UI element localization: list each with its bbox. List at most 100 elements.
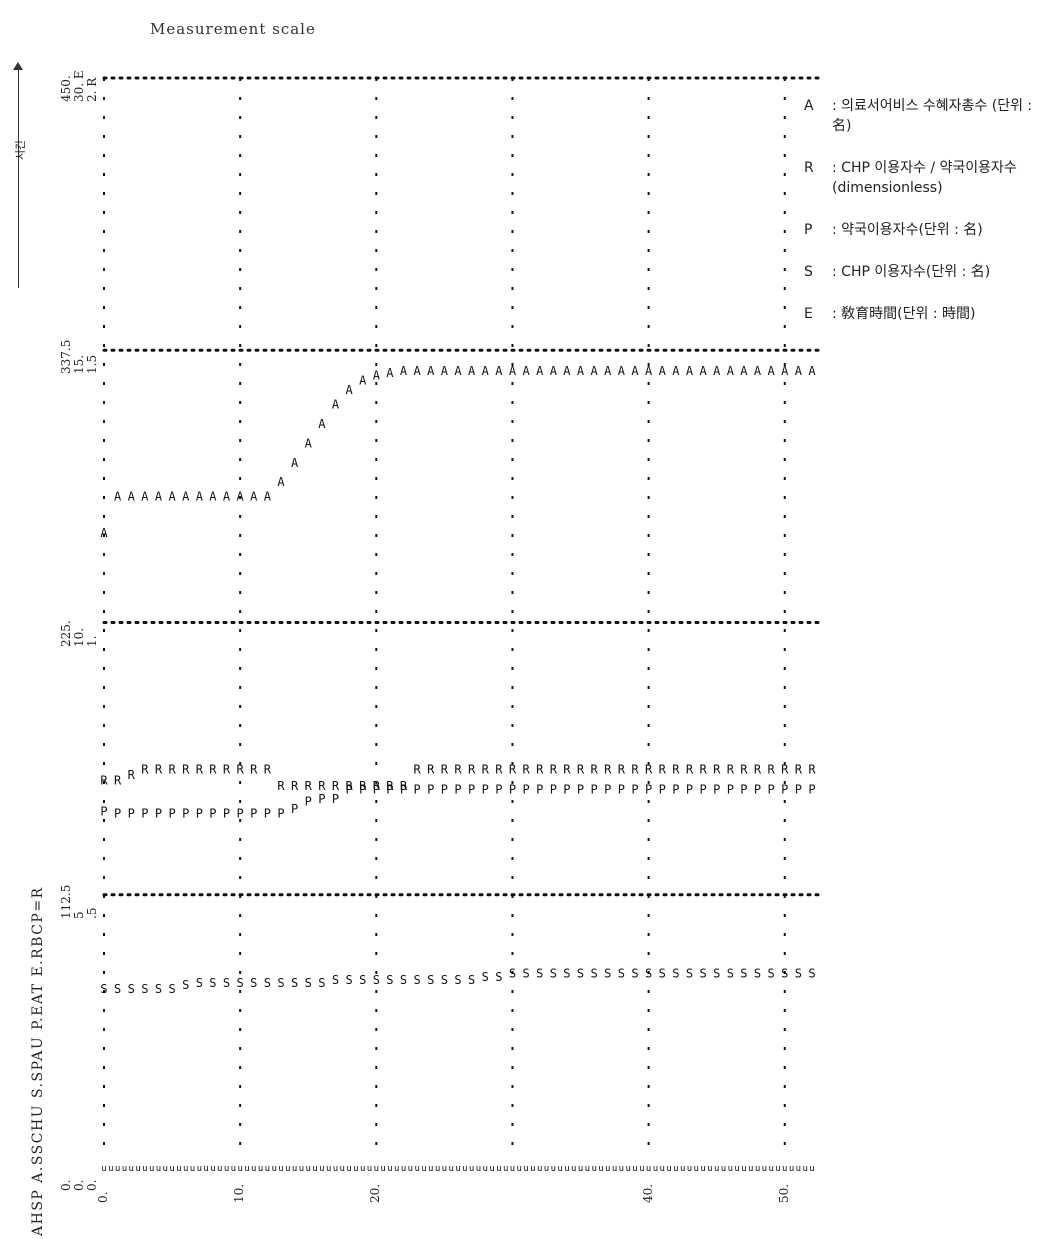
baseline-mark: u <box>755 1164 760 1174</box>
series-r-point: R <box>713 763 721 777</box>
series-r-point: R <box>155 763 163 777</box>
series-s-point: S <box>318 976 325 990</box>
baseline-mark: u <box>646 1164 651 1174</box>
series-s-point: S <box>563 966 570 980</box>
series-s-point: S <box>332 973 339 987</box>
series-s-point: S <box>482 970 489 984</box>
baseline-mark: u <box>741 1164 746 1174</box>
y-tick-label: 225. <box>59 619 73 647</box>
y-tick-label: 10. <box>72 627 86 647</box>
series-p-point: P <box>237 807 244 821</box>
series-a-point: A <box>795 364 803 378</box>
series-a-point: A <box>318 417 326 431</box>
series-s-point: S <box>468 973 475 987</box>
series-s-point: S <box>128 982 135 996</box>
series-p-point: P <box>768 782 775 796</box>
baseline-mark: u <box>435 1164 440 1174</box>
series-a-point: A <box>468 364 476 378</box>
series-p-point: P <box>427 782 434 796</box>
series-a-point: A <box>509 364 517 378</box>
baseline-mark: u <box>632 1164 637 1174</box>
baseline-mark: u <box>183 1164 188 1174</box>
series-p-point: P <box>713 782 720 796</box>
y-axis-title: AHSP A.SSCHU S.SPAU P.EAT E.RBCP=R <box>30 886 46 1236</box>
baseline-mark: u <box>503 1164 508 1174</box>
series-s-point: S <box>100 982 107 996</box>
series-r-point: R <box>808 763 816 777</box>
baseline-mark: u <box>809 1164 814 1174</box>
series-s-point: S <box>454 973 461 987</box>
series-s-point: S <box>168 982 175 996</box>
x-tick-label: 10. <box>232 1183 247 1203</box>
series-r-point: R <box>727 763 735 777</box>
series-a-point: A <box>686 364 694 378</box>
series-r-point: R <box>223 763 231 777</box>
series-a-point: A <box>577 364 585 378</box>
series-r-point: R <box>318 779 326 793</box>
series-p-point: P <box>414 782 421 796</box>
baseline-mark: u <box>476 1164 481 1174</box>
series-a-point: A <box>155 490 163 504</box>
chart-title: Measurement scale <box>150 20 316 38</box>
series-s-point: S <box>141 982 148 996</box>
baseline-mark: u <box>571 1164 576 1174</box>
baseline-mark: u <box>340 1164 345 1174</box>
y-tick-label: .5 <box>85 907 99 919</box>
baseline-mark: u <box>523 1164 528 1174</box>
series-r-point: R <box>795 763 803 777</box>
legend-key: A <box>804 98 814 114</box>
baseline-mark: u <box>612 1164 617 1174</box>
series-r-point: R <box>577 763 585 777</box>
baseline-mark: u <box>197 1164 202 1174</box>
y-tick-label: 337.5 <box>59 339 73 375</box>
y-tick-label: 0. <box>85 1179 99 1191</box>
series-r-point: R <box>441 763 449 777</box>
series-a-point: A <box>100 526 108 540</box>
series-a-point: A <box>768 364 776 378</box>
series-r-point: R <box>359 779 367 793</box>
series-a-point: A <box>740 364 748 378</box>
series-a-point: A <box>414 364 422 378</box>
baseline-mark: u <box>598 1164 603 1174</box>
series-a-point: A <box>305 436 313 450</box>
series-s-point: S <box>754 966 761 980</box>
series-s-point: S <box>604 966 611 980</box>
series-r-point: R <box>645 763 653 777</box>
series-a-point: A <box>604 364 612 378</box>
series-a-point: A <box>114 490 122 504</box>
series-r-point: R <box>386 779 394 793</box>
baseline-mark: u <box>775 1164 780 1174</box>
series-p-point: P <box>563 782 570 796</box>
series-a-point: A <box>345 383 353 397</box>
baseline-mark: u <box>625 1164 630 1174</box>
series-s-point: S <box>114 982 121 996</box>
y-tick-label: 15. <box>72 355 86 375</box>
baseline-mark: u <box>748 1164 753 1174</box>
series-r-point: R <box>305 779 313 793</box>
baseline-mark: u <box>796 1164 801 1174</box>
series-s-point: S <box>400 973 407 987</box>
series-p-point: P <box>345 782 352 796</box>
series-p-point: P <box>332 792 339 806</box>
series-s-point: S <box>264 976 271 990</box>
series-s-point: S <box>291 976 298 990</box>
baseline-mark: u <box>694 1164 699 1174</box>
y-tick-label: 2. R <box>85 77 99 102</box>
baseline-mark: u <box>333 1164 338 1174</box>
series-s-point: S <box>495 970 502 984</box>
legend-text: : CHP 이용자수 / 약국이용자수(dimensionless) <box>832 160 1017 196</box>
legend-text: : 敎育時間(단위 : 時間) <box>832 306 976 322</box>
vertical-gridlines <box>103 78 786 1153</box>
legend-key: S <box>804 264 813 280</box>
series-r-point: R <box>141 763 149 777</box>
baseline-mark: u <box>346 1164 351 1174</box>
series-a-point: A <box>441 364 449 378</box>
y-tick-label: 1.5 <box>85 355 99 375</box>
baseline-mark: u <box>408 1164 413 1174</box>
series-p-point: P <box>808 782 815 796</box>
baseline-mark: u <box>149 1164 154 1174</box>
series-p-point: P <box>686 782 693 796</box>
series-r-point: R <box>400 779 408 793</box>
series-a-point: A <box>359 374 367 388</box>
